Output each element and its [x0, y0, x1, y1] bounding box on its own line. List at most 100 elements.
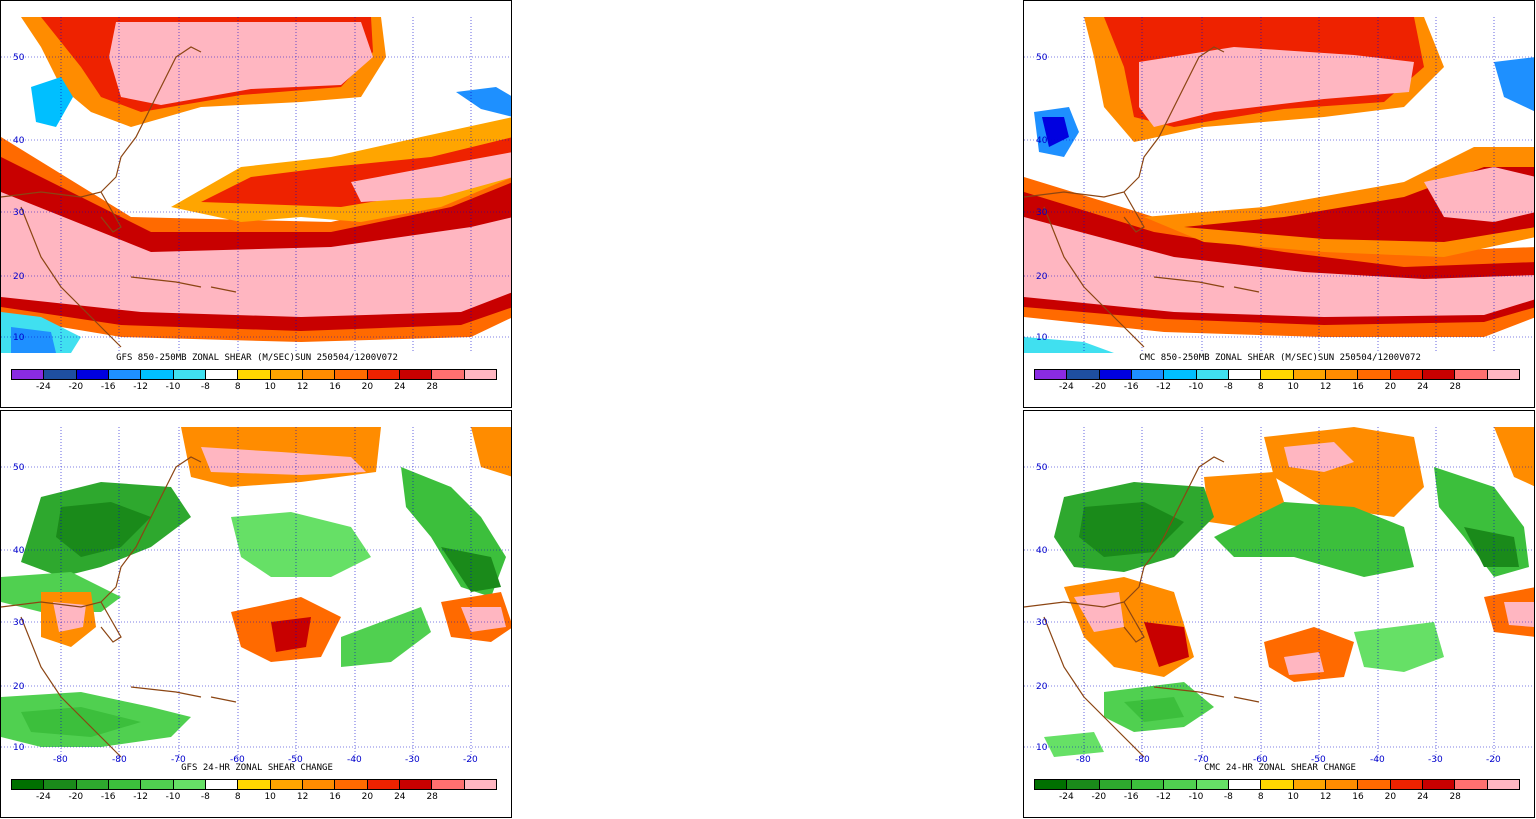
colorbar-label: 24 [1417, 792, 1429, 802]
colorbar-label: 24 [1417, 382, 1429, 392]
gfs-change-panel: 50 40 30 20 10 -80 -80 -70 -60 -50 -40 -… [0, 410, 512, 818]
colorbar-label: -12 [133, 792, 148, 802]
colorbar-label: -24 [1059, 792, 1074, 802]
lat-label: 20 [13, 272, 25, 282]
colorbar-label: -10 [165, 382, 181, 392]
colorbar-swatch [1455, 370, 1488, 379]
colorbar-swatch [1358, 780, 1391, 789]
lat-label: 20 [1036, 682, 1048, 692]
colorbar-labels: -24 -20 -16 -12 -10 -8 8 10 12 16 20 24 28 [11, 380, 497, 394]
colorbar-label: -12 [1156, 792, 1171, 802]
colorbar-swatch [1035, 370, 1068, 379]
colorbar-label: -24 [36, 792, 51, 802]
colorbar-swatch [1422, 370, 1456, 379]
colorbar-swatch [12, 780, 45, 789]
lon-label: -40 [1370, 755, 1385, 763]
colorbar-swatch [1261, 370, 1294, 379]
colorbar-swatch [1228, 370, 1262, 379]
colorbar-swatch [464, 780, 496, 789]
colorbar-swatch [1422, 780, 1456, 789]
lat-label: 10 [1036, 333, 1048, 343]
colorbar-swatch [432, 370, 465, 379]
colorbar-swatch [108, 370, 142, 379]
colorbar-label: -16 [1123, 382, 1139, 392]
colorbar-label: -20 [1091, 792, 1107, 802]
colorbar-label: -12 [133, 382, 148, 392]
colorbar-swatches [1034, 779, 1520, 790]
lat-label: 50 [13, 53, 25, 63]
lat-label: 30 [13, 208, 25, 218]
panel-caption: CMC 850-250MB ZONAL SHEAR (M/SEC)SUN 250… [1139, 353, 1421, 363]
colorbar-label: -12 [1156, 382, 1171, 392]
colorbar-label: -16 [100, 382, 116, 392]
colorbar-label: 10 [1287, 382, 1299, 392]
cmc-shear-map: 50 40 30 20 10 -80 -80 -70 -60 -50 -40 -… [1024, 17, 1534, 353]
island-outline [1153, 686, 1260, 703]
colorbar-label: 8 [234, 792, 241, 802]
coastline [1024, 456, 1225, 758]
lon-label: -20 [1486, 755, 1501, 763]
lon-label: -60 [1253, 755, 1268, 763]
colorbar-swatch [1099, 370, 1132, 379]
colorbar-swatch [367, 370, 400, 379]
colorbar-swatch [1455, 780, 1488, 789]
colorbar-label: -8 [1223, 382, 1233, 392]
colorbar-swatch [12, 370, 45, 379]
lat-label: 50 [1036, 463, 1048, 473]
cmc-change-panel: 50 40 30 20 10 -80 -80 -70 -60 -50 -40 -… [1023, 410, 1535, 818]
colorbar-swatch [1067, 780, 1100, 789]
lon-label: -80 [1076, 755, 1091, 763]
colorbar-swatch [1293, 780, 1326, 789]
colorbar-swatch [1164, 780, 1197, 789]
colorbar-swatch [1131, 370, 1165, 379]
colorbar-swatch [399, 370, 433, 379]
gfs-shear-map: 50 40 30 20 10 -80 -80 -70 -60 -50 -40 -… [1, 17, 511, 353]
colorbar-label: 16 [1352, 792, 1364, 802]
colorbar-swatch [1390, 370, 1423, 379]
colorbar-labels: -24 -20 -16 -12 -10 -8 8 10 12 16 20 24 28 [1034, 380, 1520, 394]
colorbar-swatch [1131, 780, 1165, 789]
colorbar-label: 8 [1257, 792, 1264, 802]
colorbar: -24 -20 -16 -12 -10 -8 8 10 12 16 20 24 28 [11, 779, 497, 805]
colorbar-swatch [1196, 370, 1229, 379]
lon-label: -80 [53, 755, 68, 763]
lon-label: -30 [405, 755, 420, 763]
colorbar-label: 20 [361, 792, 374, 802]
colorbar-swatch [1325, 370, 1359, 379]
colorbar-swatch [238, 370, 271, 379]
colorbar-label: -8 [1223, 792, 1233, 802]
colorbar-swatch [205, 780, 239, 789]
colorbar-swatch [432, 780, 465, 789]
colorbar-label: 28 [1449, 382, 1461, 392]
lat-lon-grid [1, 427, 511, 763]
colorbar-label: 12 [1319, 382, 1332, 392]
lon-label: -80 [112, 755, 127, 763]
lat-lon-grid [1024, 17, 1534, 353]
lat-label: 30 [1036, 208, 1048, 218]
cmc-change-map: 50 40 30 20 10 -80 -80 -70 -60 -50 -40 -… [1024, 427, 1534, 763]
lat-label: 40 [13, 136, 25, 146]
lat-label: 10 [13, 743, 25, 753]
colorbar-label: 20 [1384, 382, 1397, 392]
lon-label: -50 [288, 755, 303, 763]
lon-label: -30 [1428, 755, 1443, 763]
panel-caption: GFS 850-250MB ZONAL SHEAR (M/SEC)SUN 250… [116, 353, 398, 363]
colorbar-label: -20 [68, 382, 84, 392]
colorbar-label: -24 [1059, 382, 1074, 392]
colorbar-label: 16 [329, 792, 341, 802]
lat-lon-grid [1024, 427, 1534, 763]
colorbar-label: 10 [1287, 792, 1299, 802]
colorbar-swatch [141, 780, 174, 789]
colorbar-swatch [464, 370, 496, 379]
lon-label: -70 [1194, 755, 1209, 763]
lat-label: 10 [13, 333, 25, 343]
colorbar-swatches [11, 369, 497, 380]
colorbar-label: -24 [36, 382, 51, 392]
colorbar-swatch [76, 370, 109, 379]
colorbar-swatch [1196, 780, 1229, 789]
lat-lon-grid [1, 17, 511, 353]
colorbar-label: 8 [1257, 382, 1264, 392]
colorbar-label: -10 [165, 792, 181, 802]
colorbar-label: 24 [394, 382, 406, 392]
colorbar-swatch [44, 370, 77, 379]
